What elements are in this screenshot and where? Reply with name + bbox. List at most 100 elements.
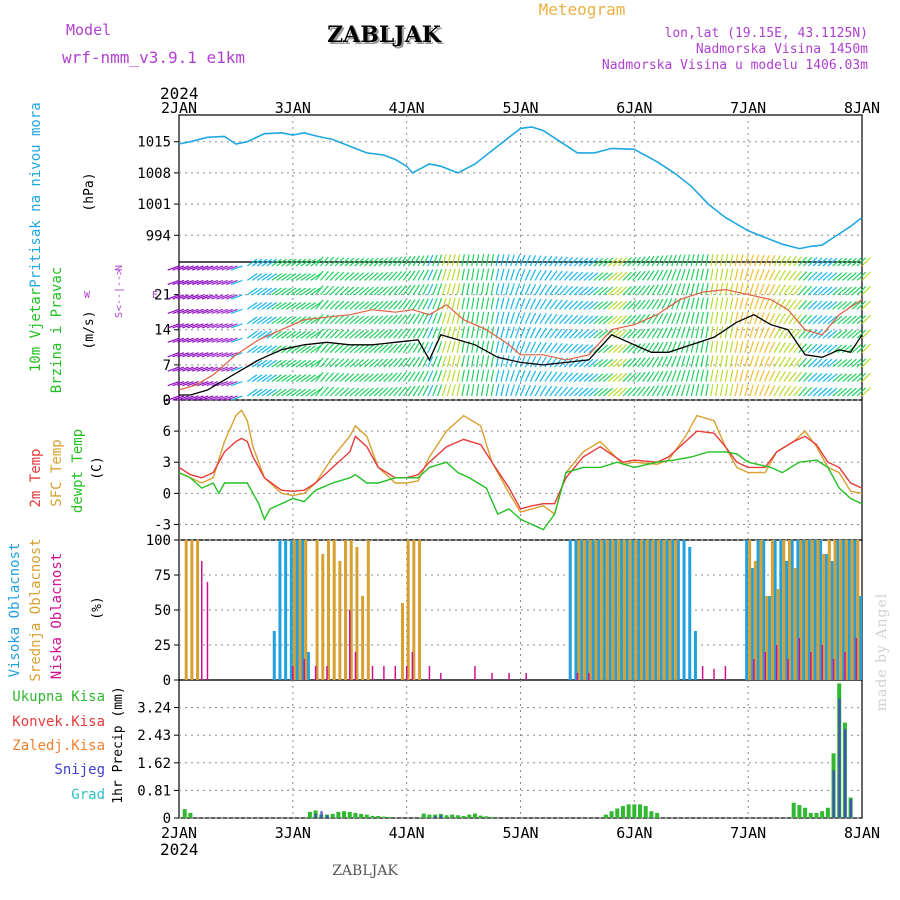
wind-barb	[778, 385, 786, 397]
wind-barb	[201, 294, 214, 300]
wind-barb	[417, 269, 425, 281]
wind-barb	[646, 371, 655, 382]
wind-barb	[226, 352, 238, 358]
wind-barb	[339, 300, 350, 310]
wind-barb	[554, 285, 563, 296]
wind-barb	[422, 356, 429, 368]
wind-barb	[671, 254, 677, 267]
wind-barb	[354, 344, 365, 354]
wind-barb	[798, 357, 808, 368]
wind-barb	[519, 312, 526, 325]
wind-barb	[402, 386, 412, 397]
wind-barb	[407, 342, 416, 354]
wind-barb	[206, 366, 219, 372]
wind-barb	[788, 371, 797, 382]
cloud-ytick-label: 75	[154, 568, 171, 584]
wind-barb	[485, 282, 490, 296]
wind-barb	[329, 387, 340, 397]
wind-barb	[832, 373, 843, 383]
wind-barb	[749, 326, 754, 339]
pressure-ytick-label: 1015	[137, 135, 171, 151]
wind-barb	[734, 311, 739, 324]
wind-barb	[221, 265, 233, 271]
wind-barb	[295, 345, 307, 354]
wind-barb	[266, 359, 277, 368]
compass-west: W	[84, 290, 91, 301]
wind-barb	[256, 287, 268, 296]
wind-barb	[754, 297, 760, 310]
wind-barb	[519, 254, 526, 267]
wind-barb	[373, 315, 384, 325]
wind-barb	[182, 265, 194, 271]
wind-barb	[739, 297, 744, 310]
wind-barb	[276, 330, 287, 339]
wind-barb	[246, 374, 258, 383]
wind-barb	[524, 283, 531, 296]
precip-bar-total	[808, 812, 813, 818]
wind-barb	[266, 273, 277, 281]
time-label-bottom: 3JAN	[275, 824, 311, 842]
wind-barb	[495, 311, 500, 324]
precip-bar-snow	[849, 799, 853, 818]
wind-barb	[539, 284, 547, 296]
wind-barb	[216, 265, 229, 271]
wind-barb	[310, 388, 321, 397]
wind-barb	[256, 273, 268, 281]
cloud-axis-label-3: Niska Oblacnost	[49, 553, 65, 679]
precip-bar-total	[182, 809, 187, 818]
wind-barb	[763, 384, 770, 397]
wind-barb	[480, 384, 485, 397]
wind-barb	[480, 268, 485, 281]
wind-barb	[261, 388, 273, 397]
wind-barb	[695, 283, 700, 296]
wind-barb	[539, 342, 547, 354]
wind-barb	[705, 355, 709, 368]
wind-barb	[690, 326, 695, 339]
wind-barb	[412, 356, 421, 368]
wind-barb	[510, 384, 515, 397]
wind-barb	[305, 316, 317, 325]
wind-barb	[729, 297, 734, 310]
wind-barb	[847, 373, 857, 383]
wind-barb	[315, 256, 324, 267]
wind-barb	[412, 385, 421, 397]
wind-barb	[295, 302, 307, 310]
wind-barb	[715, 369, 719, 382]
wind-barb	[661, 312, 668, 325]
wind-barb	[182, 366, 194, 372]
wind-barb	[642, 371, 651, 382]
wind-barb	[276, 287, 287, 296]
wind-barb	[807, 314, 818, 325]
wind-barb	[749, 283, 754, 296]
wind-barb	[656, 356, 664, 368]
wind-barb	[456, 384, 461, 397]
wind-barb	[334, 387, 345, 397]
wind-barb	[768, 298, 776, 310]
wind-barb	[851, 257, 862, 267]
wind-barb	[734, 297, 739, 310]
wind-barb	[851, 373, 862, 383]
wind-barb	[505, 254, 510, 267]
wind-barb	[832, 358, 843, 368]
precip-bar-total	[638, 804, 643, 818]
wind-barb	[495, 384, 500, 397]
wind-barb	[290, 287, 302, 296]
wind-barb	[690, 254, 695, 267]
wind-barb	[578, 373, 589, 383]
wind-barb	[842, 257, 852, 267]
wind-barb	[573, 271, 584, 281]
wind-barb	[451, 369, 456, 382]
wind-barb	[847, 329, 857, 339]
wind-barb	[534, 370, 542, 382]
wind-barb	[519, 370, 526, 382]
wind-barb	[617, 343, 628, 354]
cloud-axis-label-1: Visoka Oblacnost	[7, 543, 23, 678]
wind-barb	[524, 312, 531, 325]
wind-barb	[246, 345, 258, 354]
wind-barb	[544, 356, 553, 368]
wind-barb	[719, 297, 724, 310]
wind-barb	[627, 256, 637, 267]
wind-barb	[378, 358, 389, 368]
wind-barb	[186, 395, 199, 401]
wind-barb	[568, 343, 579, 354]
